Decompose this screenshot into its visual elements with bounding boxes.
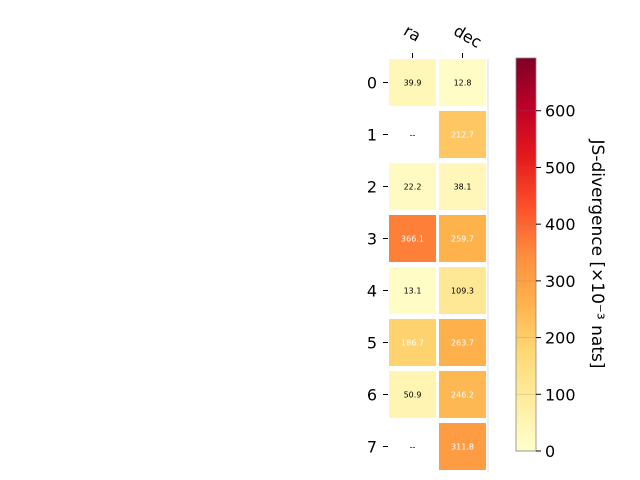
colorbar: 0 100 200 300 400 500 600 JS-divergence [×10⁻³…: [515, 57, 607, 461]
colorbar-tick-label-400: 400: [545, 215, 576, 234]
heatmap-cell-ra-5: [389, 319, 436, 366]
heatmap-cell-dec-3: [439, 215, 486, 262]
heatmap-cell-dec-4: [439, 267, 486, 314]
heatmap-cell-dec-2: [439, 163, 486, 210]
cell-value-ra-5: 186.7: [401, 339, 424, 348]
cell-value-dec-6: 246.2: [451, 391, 474, 400]
heatmap-cell-dec-5: [439, 319, 486, 366]
heatmap-cell-ra-4: [389, 267, 436, 314]
cell-value-dec-4: 109.3: [451, 287, 474, 296]
cell-value-dec-3: 259.7: [451, 235, 474, 244]
cell-value-dec-5: 263.7: [451, 339, 474, 348]
cell-value-dec-0: 12.8: [454, 79, 472, 88]
cell-value-ra-4: 13.1: [404, 287, 422, 296]
colorbar-ticks: 0 100 200 300 400 500 600: [516, 102, 576, 461]
cell-value-ra-0: 39.9: [404, 79, 422, 88]
heatmap-cell-ra-0: [389, 59, 436, 106]
heatmap-cell-dec-0: [439, 59, 486, 106]
heatmap-cell-dec-6: [439, 371, 486, 418]
cell-value-dec-2: 38.1: [454, 183, 472, 192]
cell-value-ra-2: 22.2: [404, 183, 422, 192]
heatmap-cell-ra-6: [389, 371, 436, 418]
row-labels: 0 1 2 3 4 5 6 7: [367, 74, 388, 457]
row-label-6: 6: [367, 386, 377, 405]
heatmap-cell-ra-2: [389, 163, 436, 210]
colorbar-tick-label-600: 600: [545, 102, 576, 121]
row-label-2: 2: [367, 178, 377, 197]
heatmap-cell-dec-7: [439, 423, 486, 470]
colorbar-gradient: [515, 57, 537, 452]
cell-value-dec-7: 311.8: [451, 443, 474, 452]
row-label-0: 0: [367, 74, 377, 93]
cell-value-ra-3: 366.1: [401, 235, 424, 244]
heatmap-cells: 39.9 12.8 -- 212.7 22.2 38.1 366.1 259.7 13.1 109…: [389, 59, 489, 472]
colorbar-tick-label-200: 200: [545, 329, 576, 348]
row-label-7: 7: [367, 438, 377, 457]
heatmap-cell-ra-3: [389, 215, 436, 262]
row-label-1: 1: [367, 126, 377, 145]
cell-value-ra-1: --: [410, 131, 416, 140]
row-label-3: 3: [367, 230, 377, 249]
column-label-ra: ra: [401, 21, 425, 46]
cell-value-ra-7: --: [410, 443, 416, 452]
row-label-5: 5: [367, 334, 377, 353]
cell-value-ra-6: 50.9: [404, 391, 422, 400]
column-labels: ra dec: [401, 21, 485, 58]
colorbar-tick-label-300: 300: [545, 272, 576, 291]
colorbar-tick-label-100: 100: [545, 385, 576, 404]
colorbar-tick-label-500: 500: [545, 158, 576, 177]
row-label-4: 4: [367, 282, 377, 301]
colorbar-label: JS-divergence [×10⁻³ nats]: [587, 139, 607, 369]
column-label-dec: dec: [451, 21, 485, 52]
heatmap-cell-dec-1: [439, 111, 486, 158]
cell-value-dec-1: 212.7: [451, 131, 474, 140]
colorbar-tick-label-0: 0: [545, 442, 555, 461]
